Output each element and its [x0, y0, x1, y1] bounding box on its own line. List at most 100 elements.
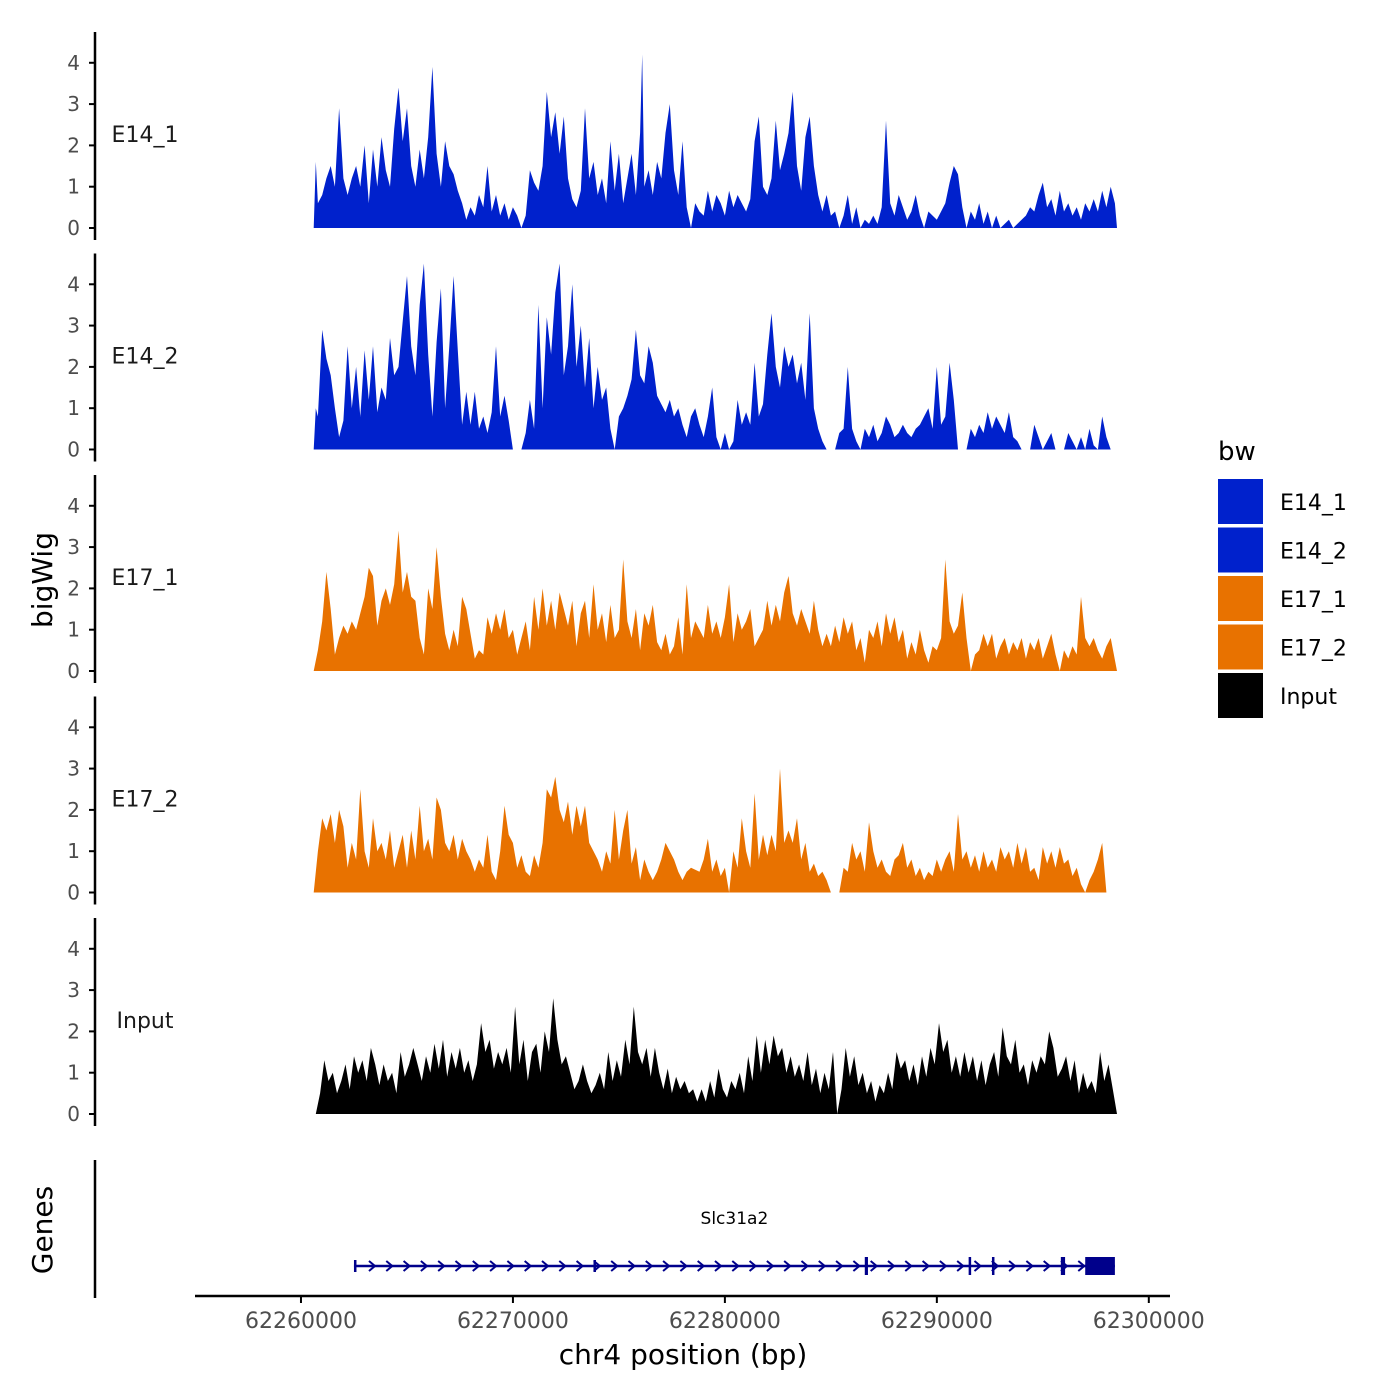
y-tick-label: 0	[67, 438, 80, 462]
track-label: E17_1	[112, 566, 179, 591]
x-tick-label: 62290000	[881, 1309, 993, 1334]
y-tick-label: 0	[67, 1102, 80, 1126]
y-tick-label: 2	[67, 576, 80, 600]
y-tick-label: 3	[67, 978, 80, 1002]
strand-arrow	[818, 1260, 827, 1272]
y-tick-label: 1	[67, 1061, 80, 1085]
gene-exon	[864, 1257, 868, 1275]
genes-track-title: Genes	[26, 1186, 59, 1274]
strand-arrow	[956, 1260, 965, 1272]
legend-label: E14_2	[1280, 540, 1347, 565]
y-tick-label: 1	[67, 839, 80, 863]
y-axis-title: bigWig	[26, 532, 59, 628]
strand-arrow	[731, 1260, 740, 1272]
y-tick-label: 1	[67, 175, 80, 199]
strand-arrow	[904, 1260, 913, 1272]
gene-name-label: Slc31a2	[701, 1209, 769, 1229]
strand-arrow	[541, 1260, 550, 1272]
strand-arrow	[766, 1260, 775, 1272]
x-tick-label: 62270000	[457, 1309, 569, 1334]
y-tick-label: 4	[67, 715, 80, 739]
track-E17_2: 0 1 2 3 4 E17_2	[67, 696, 1107, 905]
strand-arrow	[870, 1260, 879, 1272]
strand-arrow	[524, 1260, 533, 1272]
strand-arrow	[575, 1260, 585, 1272]
strand-arrow	[697, 1260, 706, 1272]
strand-arrow	[852, 1260, 861, 1272]
y-tick-label: 2	[67, 798, 80, 822]
strand-arrow	[679, 1260, 688, 1272]
x-tick-label: 62300000	[1093, 1309, 1205, 1334]
x-tick-label: 62260000	[245, 1309, 357, 1334]
y-tick-label: 1	[67, 618, 80, 642]
track-E14_1: 0 1 2 3 4 E14_1	[67, 32, 1117, 240]
y-tick-label: 2	[67, 133, 80, 157]
legend-label: E14_1	[1280, 491, 1347, 516]
strand-arrow	[783, 1260, 792, 1272]
strand-arrow	[1077, 1260, 1086, 1272]
track-label: E14_1	[112, 123, 179, 148]
y-tick-label: 0	[67, 659, 80, 683]
gene-track: Genes Slc31a2	[26, 1160, 1115, 1298]
gene-exon	[353, 1260, 357, 1272]
strand-arrow	[887, 1260, 896, 1272]
coverage-area-E17_2	[313, 768, 1107, 893]
y-tick-label: 4	[67, 272, 80, 296]
strand-arrow	[748, 1260, 758, 1272]
y-tick-label: 2	[67, 1019, 80, 1043]
strand-arrow	[454, 1260, 464, 1272]
legend-key-E17_1	[1218, 576, 1263, 621]
legend-label: E17_2	[1280, 637, 1347, 662]
track-E14_2: 0 1 2 3 4 E14_2	[67, 253, 1111, 462]
strand-arrow	[835, 1260, 844, 1272]
strand-arrow	[645, 1260, 654, 1272]
y-tick-label: 3	[67, 757, 80, 781]
strand-arrow	[939, 1260, 948, 1272]
strand-arrow	[627, 1260, 637, 1272]
legend-label: Input	[1280, 685, 1337, 710]
strand-arrow	[472, 1260, 481, 1272]
strand-arrow	[1025, 1260, 1034, 1272]
legend-label: E17_1	[1280, 588, 1347, 613]
track-Input: 0 1 2 3 4 Input	[67, 918, 1117, 1126]
track-label: Input	[117, 1009, 174, 1034]
legend-key-E17_2	[1218, 624, 1263, 670]
strand-arrow	[800, 1260, 810, 1272]
y-tick-label: 2	[67, 355, 80, 379]
x-axis: chr4 position (bp) 62260000 62270000 62280…	[195, 1294, 1205, 1371]
strand-arrow	[489, 1260, 498, 1272]
strand-arrow	[368, 1260, 377, 1272]
coverage-area-E14_1	[313, 54, 1117, 228]
coverage-area-Input	[315, 998, 1117, 1114]
gene-exon	[968, 1257, 972, 1275]
y-tick-label: 0	[67, 881, 80, 905]
strand-arrow	[921, 1260, 931, 1272]
strand-arrow	[420, 1260, 429, 1272]
legend-key-E14_1	[1218, 479, 1263, 524]
bigwig-tracks: 0 1 2 3 4 E14_1 0 1 2 3 4 E14_2 0 1 2 3 4 E17_1 0 1 2 3 4 E17_2…	[67, 32, 1117, 1126]
strand-arrow	[1043, 1260, 1052, 1272]
strand-arrow	[973, 1260, 983, 1272]
strand-arrow	[1008, 1260, 1017, 1272]
legend-key-Input	[1218, 673, 1263, 718]
strand-arrow	[402, 1260, 412, 1272]
gene-exon	[593, 1260, 596, 1272]
legend-key-E14_2	[1218, 527, 1263, 573]
gene-Slc31a2: Slc31a2	[353, 1209, 1115, 1275]
legend-title: bw	[1218, 437, 1256, 467]
track-label: E14_2	[112, 345, 179, 370]
strand-arrow	[662, 1260, 671, 1272]
y-tick-label: 3	[67, 92, 80, 116]
gene-exon	[991, 1257, 995, 1275]
y-tick-label: 3	[67, 314, 80, 338]
track-E17_1: 0 1 2 3 4 E17_1	[67, 475, 1117, 683]
coverage-area-E17_1	[313, 530, 1117, 671]
y-tick-label: 0	[67, 216, 80, 240]
strand-arrow	[610, 1260, 619, 1272]
coverage-area-E14_2	[313, 263, 1111, 450]
y-tick-label: 1	[67, 396, 80, 420]
strand-arrow	[437, 1260, 446, 1272]
strand-arrow	[385, 1260, 394, 1272]
y-tick-label: 4	[67, 937, 80, 961]
